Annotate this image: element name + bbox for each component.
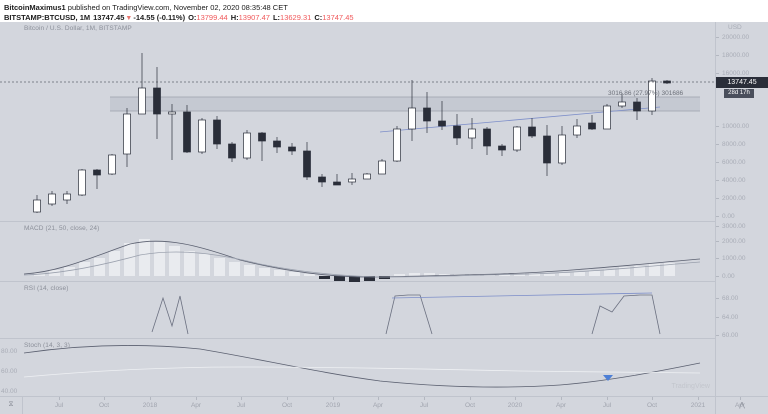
high-label: H: <box>230 13 239 22</box>
price-axis-tick-8: 4000.00 <box>722 177 746 184</box>
resistance-zone <box>110 97 700 111</box>
publication-meta: published on TradingView.com, November 0… <box>67 3 288 12</box>
time-axis[interactable]: ⧖ ⋀ Jul Oct 2018 Apr Jul Oct 2019 Apr Ju… <box>0 396 768 414</box>
rsi-line-segment-3 <box>591 294 661 335</box>
rsi-series-svg <box>151 292 661 335</box>
stoch-k-line <box>23 345 701 388</box>
time-axis-label-13: Oct <box>646 402 658 409</box>
macd-pane-legend[interactable]: MACD (21, 50, close, 24) <box>24 225 100 232</box>
time-axis-label-0: Jul <box>54 402 64 409</box>
time-axis-left-corner[interactable]: ⧖ <box>0 397 23 414</box>
stoch-pane-legend[interactable]: Stoch (14, 3, 3) <box>24 342 71 349</box>
stoch-axis-tick-2: 40.00 <box>1 388 18 395</box>
rsi-pane-legend[interactable]: RSI (14, close) <box>24 285 69 292</box>
price-series-svg <box>0 53 716 213</box>
last-price: 13747.45 <box>93 13 125 22</box>
timezone-icon[interactable]: ⧖ <box>8 401 14 408</box>
high-value: 13907.47 <box>238 13 270 22</box>
price-pane[interactable]: Bitcoin / U.S. Dollar, 1M, BITSTAMP <box>0 22 768 222</box>
buy-signal-marker <box>603 375 613 381</box>
time-axis-label-2: 2018 <box>142 402 158 409</box>
low-value: 13629.31 <box>280 13 312 22</box>
collapse-icon[interactable]: ⋀ <box>739 402 745 409</box>
price-axis-tick-7: 6000.00 <box>722 159 746 166</box>
time-axis-label-9: Oct <box>464 402 476 409</box>
tradingview-watermark: TradingView <box>671 383 710 390</box>
chart-header: BitcoinMaximus1 published on TradingView… <box>0 0 768 22</box>
rsi-axis-tick-0: 68.00 <box>722 295 739 302</box>
chart-canvas[interactable]: Bitcoin / U.S. Dollar, 1M, BITSTAMP <box>0 22 768 414</box>
bar-countdown-tag: 28d 17h <box>724 89 754 98</box>
time-axis-label-11: Apr <box>555 402 567 409</box>
price-axis-tick-5: 10000.00 <box>722 123 750 130</box>
down-triangle-icon: ▼ <box>125 15 133 22</box>
price-axis-tick-2: 16000.00 <box>722 70 750 77</box>
low-label: L: <box>272 13 281 22</box>
price-pane-legend[interactable]: Bitcoin / U.S. Dollar, 1M, BITSTAMP <box>24 25 132 32</box>
open-label: O: <box>188 13 197 22</box>
price-axis[interactable]: USD 20000.00 18000.00 16000.00 13747.45 … <box>715 22 768 397</box>
time-axis-label-8: Jul <box>419 402 429 409</box>
macd-axis-tick-0: 3000.00 <box>722 223 746 230</box>
current-price-tag: 13747.45 <box>716 77 768 88</box>
symbol-label: BITSTAMP:BTCUSD, 1M <box>4 13 91 22</box>
price-axis-unit: USD <box>728 24 742 31</box>
time-axis-label-14: 2021 <box>690 402 706 409</box>
time-axis-label-15: Apr <box>734 402 746 409</box>
time-axis-label-10: 2020 <box>507 402 523 409</box>
stoch-axis-tick-1: 60.00 <box>1 368 18 375</box>
change-percent: (-0.11%) <box>156 13 186 22</box>
price-axis-tick-1: 18000.00 <box>722 52 750 59</box>
rsi-line-segment-2 <box>385 294 433 335</box>
rsi-line-segment-1 <box>151 295 189 335</box>
time-axis-label-3: Apr <box>190 402 202 409</box>
macd-axis-tick-2: 1000.00 <box>722 255 746 262</box>
rsi-axis-tick-2: 60.00 <box>722 332 739 339</box>
time-axis-right-corner[interactable]: ⋀ <box>715 397 768 414</box>
rsi-trendline <box>391 292 653 299</box>
time-axis-label-7: Apr <box>372 402 384 409</box>
candle-series <box>33 53 671 213</box>
price-axis-tick-0: 20000.00 <box>722 34 750 41</box>
stoch-left-axis[interactable]: 80.00 60.00 40.00 <box>0 339 22 397</box>
macd-axis-tick-3: 0.00 <box>722 273 735 280</box>
price-axis-tick-10: 0.00 <box>722 213 735 220</box>
close-value: 13747.45 <box>322 13 354 22</box>
publication-line: BitcoinMaximus1 published on TradingView… <box>4 3 764 13</box>
author-name: BitcoinMaximus1 <box>4 3 66 12</box>
macd-axis-tick-1: 2000.00 <box>722 238 746 245</box>
change-absolute: -14.55 <box>133 13 155 22</box>
time-axis-label-6: 2019 <box>325 402 341 409</box>
rsi-pane[interactable]: RSI (14, close) <box>0 282 768 339</box>
stoch-series-svg <box>23 345 701 388</box>
time-axis-label-12: Jul <box>602 402 612 409</box>
macd-pane[interactable]: MACD (21, 50, close, 24) <box>0 222 768 282</box>
time-axis-label-4: Jul <box>236 402 246 409</box>
macd-line <box>23 240 701 278</box>
time-axis-label-5: Oct <box>281 402 293 409</box>
stoch-pane[interactable]: Stoch (14, 3, 3) <box>0 339 768 397</box>
price-axis-tick-9: 2000.00 <box>722 195 746 202</box>
close-label: C: <box>314 13 323 22</box>
macd-series-svg <box>23 239 701 282</box>
time-axis-label-1: Oct <box>98 402 110 409</box>
open-value: 13799.44 <box>196 13 228 22</box>
rsi-axis-tick-1: 64.00 <box>722 314 739 321</box>
macd-signal-line <box>23 251 701 278</box>
measure-annotation: 3016.86 (27.97%) 301686 <box>608 90 684 97</box>
stoch-axis-tick-0: 80.00 <box>1 348 18 355</box>
symbol-quote-line: BITSTAMP:BTCUSD, 1M 13747.45▼-14.55 (-0.1… <box>4 13 764 24</box>
pane-stack: Bitcoin / U.S. Dollar, 1M, BITSTAMP <box>0 22 768 397</box>
price-axis-tick-6: 8000.00 <box>722 141 746 148</box>
macd-histogram <box>34 239 675 282</box>
stoch-d-line <box>23 366 701 378</box>
